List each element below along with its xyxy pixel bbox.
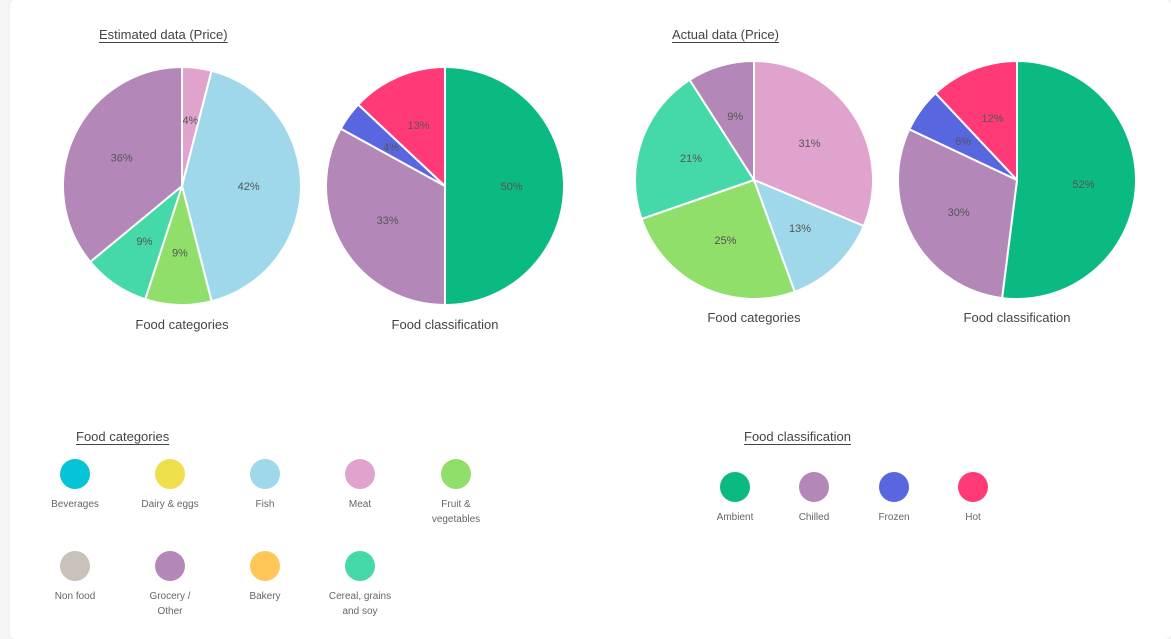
legend-swatch (958, 472, 988, 502)
legend-label: Grocery / Other (149, 591, 191, 617)
actual-section-title: Actual data (Price) (672, 27, 779, 42)
legend-item-meat: Meat (310, 459, 410, 512)
actual-food-categories-pie: 31% 13% 25% 21% 9% (634, 59, 874, 300)
legend-swatch (60, 459, 90, 489)
food-categories-legend-title: Food categories (76, 429, 170, 444)
legend-label: Frozen (878, 512, 910, 523)
slice-label-chilled: 30% (948, 207, 970, 219)
slice-label-fish: 13% (789, 223, 811, 235)
pie-slice-fish (180, 69, 302, 303)
slice-label-meat: 4% (182, 115, 198, 127)
legend-label: Ambient (716, 512, 754, 523)
legend-swatch (799, 472, 829, 502)
pie-slice-fruit-vegetables (640, 178, 796, 300)
legend-item-beverages: Beverages (25, 459, 125, 512)
pie-slice-chilled (897, 127, 1019, 300)
estimated-classification-caption: Food classification (391, 317, 499, 332)
legend-label: Beverages (51, 499, 99, 510)
slice-label-fruit-vegetables: 9% (172, 248, 188, 260)
legend-label: Meat (348, 499, 372, 510)
legend-item-fruit-vegetables: Fruit & vegetables (406, 459, 506, 527)
legend-item-non-food: Non food (25, 551, 125, 604)
legend-label: Bakery (249, 591, 281, 602)
legend-label: Chilled (798, 512, 830, 523)
legend-label: Non food (54, 591, 96, 602)
food-classification-legend-title: Food classification (744, 429, 851, 444)
actual-categories-caption: Food categories (707, 310, 801, 325)
estimated-food-classification-pie: 50% 33% 4% 13% (325, 65, 565, 307)
legend-item-frozen: Frozen (844, 472, 944, 525)
legend-label: Fruit & vegetables (431, 499, 481, 525)
slice-label-ambient: 50% (501, 181, 523, 193)
legend-label: Dairy & eggs (141, 499, 199, 510)
legend-item-ambient: Ambient (685, 472, 785, 525)
legend-item-grocery-other: Grocery / Other (120, 551, 220, 619)
pie-slice-ambient (1000, 59, 1137, 300)
slice-label-frozen: 4% (383, 142, 399, 154)
pie-slice-hot (934, 59, 1018, 183)
pie-slice-hot (356, 65, 446, 189)
slice-label-hot: 13% (407, 120, 429, 132)
pie-slice-chilled (325, 127, 446, 307)
legend-item-bakery: Bakery (215, 551, 315, 604)
legend-swatch (345, 459, 375, 489)
legend-item-fish: Fish (215, 459, 315, 512)
pie-slice-grocery-other (688, 59, 755, 184)
legend-item-cereal-grains-and-soy: Cereal, grains and soy (310, 551, 410, 619)
pie-slice-ambient (444, 65, 565, 307)
estimated-categories-caption: Food categories (135, 317, 229, 332)
slice-label-ambient: 52% (1072, 179, 1094, 191)
slice-label-grocery-other: 9% (727, 111, 743, 123)
slice-label-meat: 31% (798, 138, 820, 150)
slice-label-fruit-vegetables: 25% (714, 235, 736, 247)
legend-swatch (441, 459, 471, 489)
slice-label-fish: 42% (238, 181, 260, 193)
pie-slice-meat (753, 59, 874, 228)
actual-food-classification-pie: 52% 30% 6% 12% (897, 59, 1137, 300)
pie-slice-grocery-other (62, 65, 183, 264)
pie-slice-fish (752, 178, 866, 294)
legend-swatch (720, 472, 750, 502)
estimated-section-title: Estimated data (Price) (99, 27, 228, 42)
pie-slice-cereal-grains-and-soy (634, 78, 756, 221)
slice-label-cereal-grains-and-soy: 21% (680, 153, 702, 165)
slice-label-chilled: 33% (377, 215, 399, 227)
legend-label: Cereal, grains and soy (328, 591, 392, 617)
legend-label: Fish (255, 499, 275, 510)
legend-item-chilled: Chilled (764, 472, 864, 525)
estimated-food-categories-pie: 4% 42% 9% 9% 36% (62, 65, 302, 306)
legend-swatch (250, 551, 280, 581)
slice-label-hot: 12% (981, 113, 1003, 125)
slice-label-frozen: 6% (955, 136, 971, 148)
legend-swatch (250, 459, 280, 489)
legend-swatch (879, 472, 909, 502)
legend-swatch (60, 551, 90, 581)
legend-label: Hot (965, 512, 981, 523)
legend-item-dairy-eggs: Dairy & eggs (120, 459, 220, 512)
legend-swatch (155, 459, 185, 489)
slice-label-cereal-grains-and-soy: 9% (137, 236, 153, 248)
legend-swatch (345, 551, 375, 581)
slice-label-grocery-other: 36% (111, 153, 133, 165)
legend-swatch (155, 551, 185, 581)
actual-classification-caption: Food classification (963, 310, 1071, 325)
legend-item-hot: Hot (923, 472, 1023, 525)
